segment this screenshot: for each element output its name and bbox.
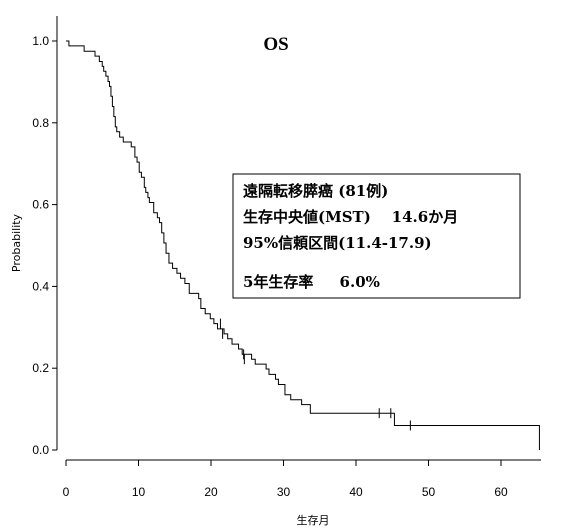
y-tick-label: 0.2: [32, 361, 49, 375]
y-tick-label: 0.0: [32, 443, 49, 457]
y-tick-label: 0.4: [32, 279, 49, 293]
info-box-line3: 95%信頼区間(11.4-17.9): [243, 234, 432, 252]
x-tick-label: 10: [132, 485, 146, 499]
info-box-line2: 生存中央値(MST) 14.6か月: [243, 208, 458, 226]
y-axis-title: Probability: [10, 213, 23, 272]
x-tick-label: 0: [63, 485, 70, 499]
y-tick-label: 0.6: [32, 198, 49, 212]
y-ticks: 0.0 0.2 0.4 0.6 0.8 1.0: [32, 34, 57, 457]
info-box-frame: [232, 173, 521, 299]
survival-curve: [66, 40, 540, 450]
x-tick-label: 30: [277, 485, 291, 499]
x-tick-label: 50: [422, 485, 436, 499]
chart-title: OS: [263, 34, 288, 55]
y-tick-label: 0.8: [32, 116, 49, 130]
x-tick-label: 40: [349, 485, 363, 499]
x-axis-title: 生存月: [297, 513, 330, 527]
info-box-line1: 遠隔転移膵癌 (81例): [243, 182, 388, 200]
y-tick-label: 1.0: [32, 34, 49, 48]
x-ticks: 0 10 20 30 40 50 60: [63, 460, 508, 499]
info-box: 遠隔転移膵癌 (81例) 生存中央値(MST) 14.6か月 95%信頼区間(1…: [232, 173, 521, 299]
info-box-line4: 5年生存率 6.0%: [243, 273, 380, 291]
x-tick-label: 60: [494, 485, 508, 499]
censor-marks: [219, 318, 411, 431]
x-tick-label: 20: [204, 485, 218, 499]
